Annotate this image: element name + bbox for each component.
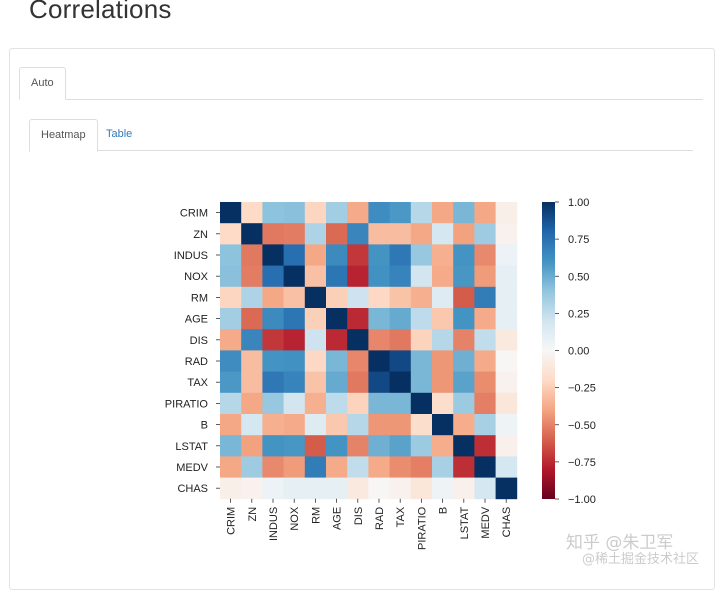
page-title: Correlations bbox=[29, 0, 172, 24]
tab-heatmap[interactable]: Heatmap bbox=[29, 119, 98, 152]
tab-table[interactable]: Table bbox=[106, 128, 133, 140]
watermark-line2: @稀土掘金技术社区 bbox=[582, 552, 700, 567]
inner-tab-bar: Heatmap Table bbox=[29, 119, 693, 152]
outer-tab-bar: Auto bbox=[19, 67, 703, 100]
watermark-line1: 知乎 @朱卫军 bbox=[566, 533, 674, 553]
tab-auto[interactable]: Auto bbox=[19, 67, 66, 100]
